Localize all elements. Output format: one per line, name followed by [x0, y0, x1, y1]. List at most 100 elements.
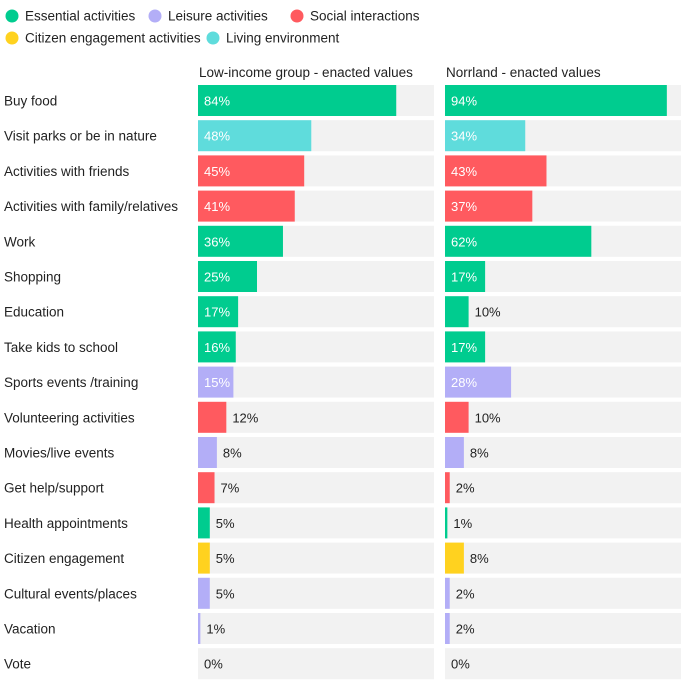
- bar-track: [445, 401, 681, 433]
- bar-track: [198, 331, 434, 363]
- data-label: 5%: [216, 516, 235, 531]
- category-label: Activities with family/relatives: [4, 199, 178, 214]
- category-label: Movies/live events: [4, 446, 115, 461]
- data-label: 5%: [216, 586, 235, 601]
- data-label: 28%: [451, 375, 477, 390]
- category-label: Citizen engagement: [4, 551, 124, 566]
- bar: [445, 120, 526, 152]
- legend-swatch-essential-activities: [5, 9, 19, 23]
- legend-label-leisure-activities: Leisure activities: [168, 9, 268, 24]
- bar: [198, 437, 217, 468]
- bar: [198, 542, 210, 574]
- category-label: Education: [4, 305, 64, 320]
- category-label: Vacation: [4, 622, 56, 637]
- category-label: Vote: [4, 657, 31, 672]
- legend-swatch-leisure-activities: [148, 9, 162, 23]
- bar: [445, 225, 592, 257]
- category-label: Take kids to school: [4, 340, 118, 355]
- data-label: 84%: [204, 94, 230, 109]
- bar-track: [445, 613, 681, 644]
- bar: [198, 613, 201, 644]
- data-label: 62%: [451, 234, 477, 249]
- data-label: 5%: [216, 551, 235, 566]
- bar-track: [198, 577, 434, 609]
- panel-title: Norrland - enacted values: [446, 65, 601, 80]
- bar-track: [445, 296, 681, 328]
- bar: [198, 472, 215, 504]
- bar: [445, 507, 448, 539]
- bar-track: [445, 648, 681, 680]
- bar: [445, 296, 469, 328]
- data-label: 10%: [475, 305, 501, 320]
- bar: [198, 85, 397, 116]
- category-label: Get help/support: [4, 481, 104, 496]
- bar: [445, 613, 450, 644]
- legend-label-citizen-engagement-activities: Citizen engagement activities: [25, 31, 201, 46]
- bar: [445, 331, 486, 363]
- bar-track: [198, 401, 434, 433]
- legend-swatch-citizen-engagement-activities: [5, 31, 19, 45]
- data-label: 1%: [206, 622, 225, 637]
- bar-track: [198, 472, 434, 504]
- bar: [445, 190, 533, 222]
- bar-track: [445, 437, 681, 468]
- data-label: 94%: [451, 94, 477, 109]
- bar: [198, 155, 305, 187]
- bar: [445, 472, 450, 504]
- data-label: 2%: [456, 481, 475, 496]
- bar-track: [445, 542, 681, 574]
- data-label: 0%: [204, 657, 223, 672]
- data-label: 25%: [204, 270, 230, 285]
- category-label: Volunteering activities: [4, 410, 135, 425]
- data-label: 17%: [204, 305, 230, 320]
- legend-label-living-environment: Living environment: [226, 31, 340, 46]
- bar: [445, 155, 547, 187]
- bar-track: [198, 366, 434, 398]
- category-label: Work: [4, 234, 36, 249]
- bar: [445, 577, 450, 609]
- bar: [445, 542, 464, 574]
- legend-label-essential-activities: Essential activities: [25, 9, 136, 24]
- legend-swatch-social-interactions: [290, 9, 304, 23]
- bar-track: [198, 648, 434, 680]
- data-label: 8%: [223, 446, 242, 461]
- category-label: Buy food: [4, 94, 57, 109]
- data-label: 17%: [451, 340, 477, 355]
- data-label: 17%: [451, 270, 477, 285]
- data-label: 8%: [470, 446, 489, 461]
- bar: [198, 366, 234, 398]
- bar-track: [445, 472, 681, 504]
- bar: [445, 261, 486, 292]
- bar: [198, 296, 239, 328]
- category-label: Activities with friends: [4, 164, 130, 179]
- category-label: Shopping: [4, 270, 61, 285]
- category-label: Cultural events/places: [4, 586, 137, 601]
- bar: [198, 261, 257, 292]
- category-label: Health appointments: [4, 516, 128, 531]
- bar: [198, 401, 227, 433]
- data-label: 7%: [221, 481, 240, 496]
- legend-label-social-interactions: Social interactions: [310, 9, 420, 24]
- bar: [445, 366, 512, 398]
- bar-track: [445, 507, 681, 539]
- bar-track: [445, 577, 681, 609]
- data-label: 8%: [470, 551, 489, 566]
- bar: [445, 437, 464, 468]
- data-label: 12%: [232, 410, 258, 425]
- data-label: 48%: [204, 129, 230, 144]
- data-label: 2%: [456, 586, 475, 601]
- category-label: Sports events /training: [4, 375, 138, 390]
- data-label: 16%: [204, 340, 230, 355]
- bar-track: [198, 613, 434, 644]
- panel-title: Low-income group - enacted values: [199, 65, 413, 80]
- bar: [198, 577, 210, 609]
- bar-track: [198, 437, 434, 468]
- data-label: 36%: [204, 234, 230, 249]
- bar-track: [198, 542, 434, 574]
- bar: [198, 507, 210, 539]
- data-label: 15%: [204, 375, 230, 390]
- category-label: Visit parks or be in nature: [4, 129, 157, 144]
- data-label: 10%: [475, 410, 501, 425]
- data-label: 34%: [451, 129, 477, 144]
